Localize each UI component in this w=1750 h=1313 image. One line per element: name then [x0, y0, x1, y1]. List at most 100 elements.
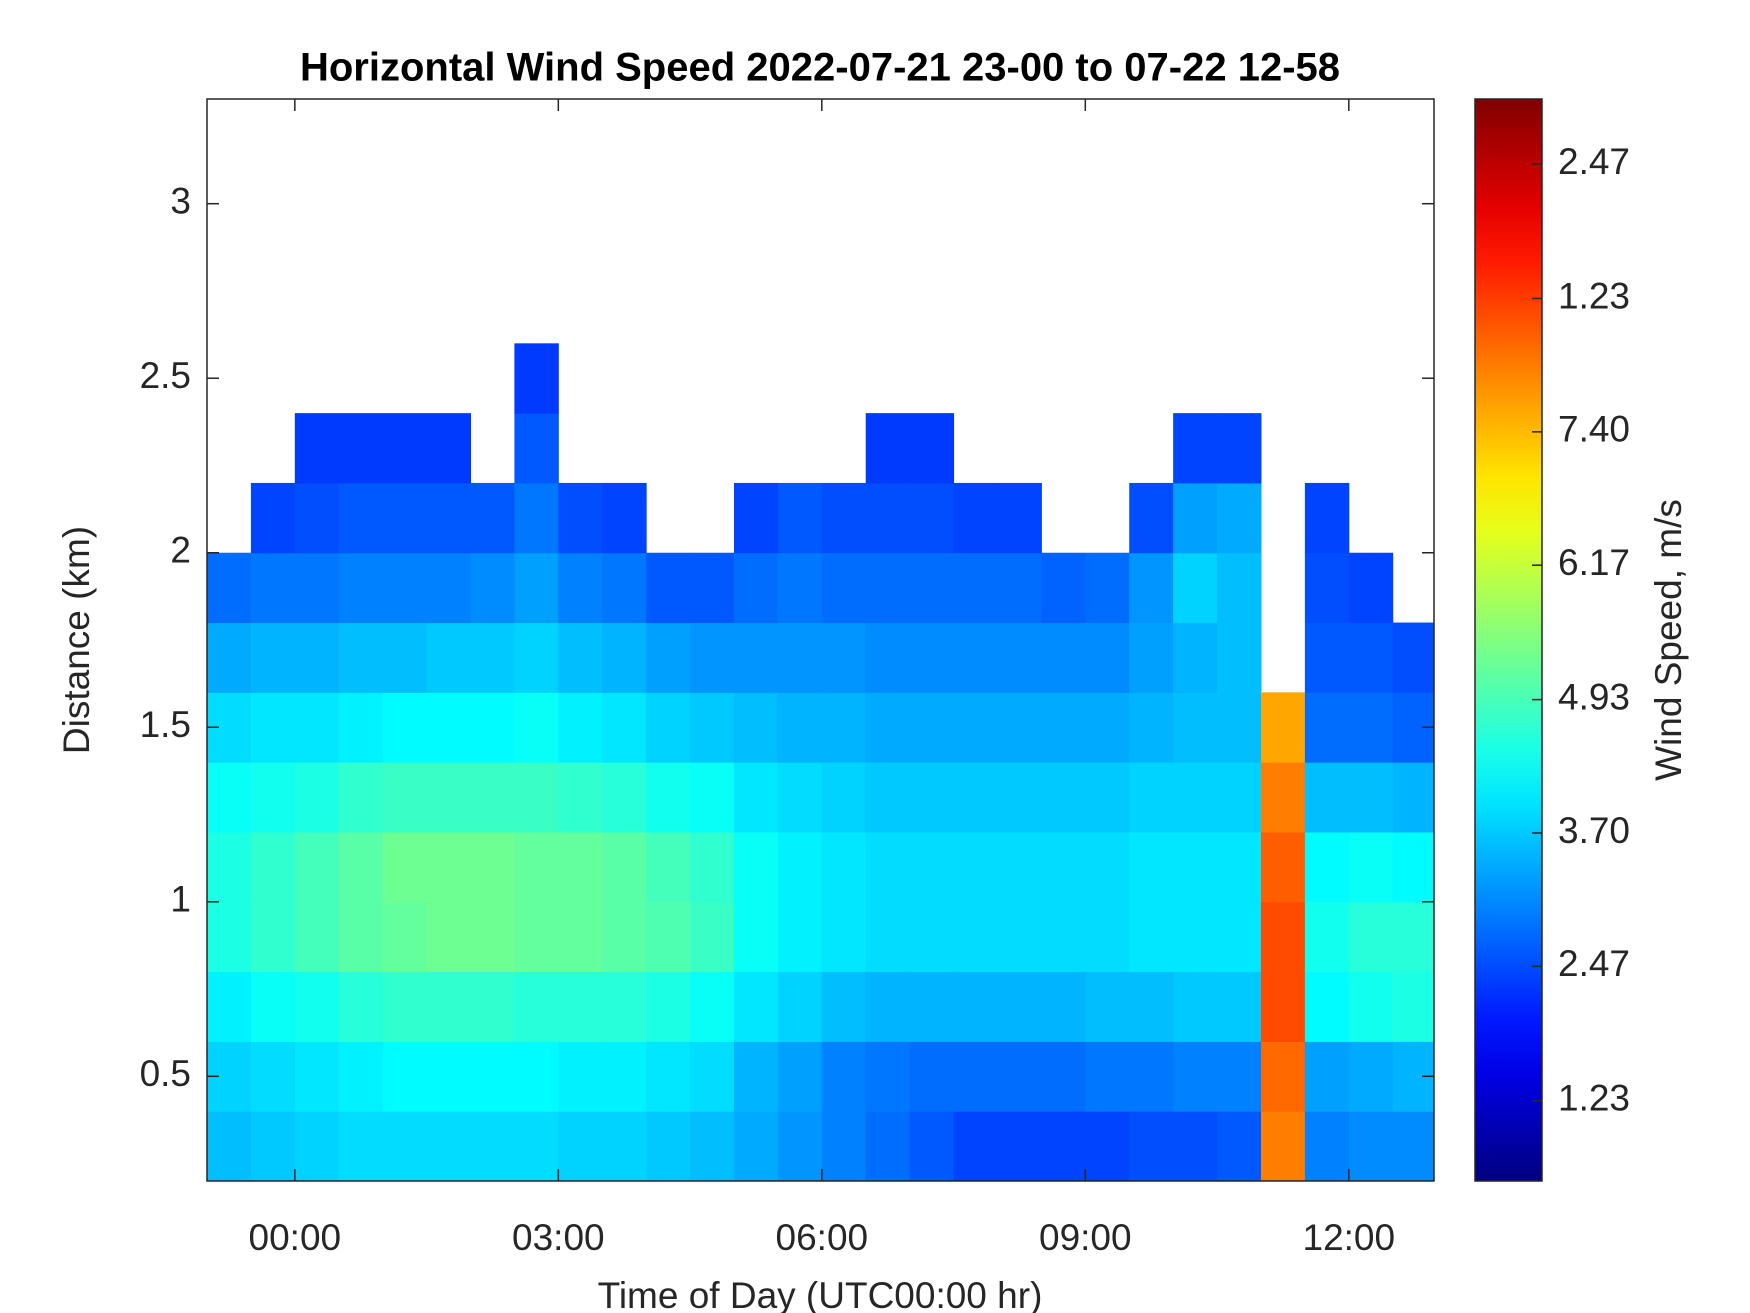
heatmap-cell	[207, 552, 252, 624]
heatmap-cell	[1392, 901, 1434, 973]
heatmap-cell	[514, 482, 559, 554]
heatmap-cell	[865, 622, 911, 693]
heatmap-cell	[1173, 552, 1218, 624]
heatmap-cell	[514, 762, 559, 833]
heatmap-cell	[1129, 692, 1174, 763]
heatmap-cell	[690, 1111, 735, 1181]
heatmap-cell	[1085, 901, 1130, 973]
heatmap-cell	[646, 552, 691, 624]
heatmap-cell	[1041, 831, 1086, 903]
heatmap-cell	[1260, 831, 1306, 903]
heatmap-cell	[997, 901, 1042, 973]
heatmap-cell	[821, 1041, 867, 1112]
heatmap-cell	[953, 1111, 998, 1181]
heatmap-cell	[382, 901, 428, 973]
heatmap-cell	[294, 552, 340, 624]
heatmap-cell	[558, 482, 603, 554]
heatmap-cell	[690, 901, 735, 973]
heatmap-cell	[294, 482, 340, 554]
heatmap-cell	[777, 692, 823, 763]
heatmap-cell	[1304, 971, 1350, 1042]
heatmap-cell	[646, 901, 691, 973]
chart-title: Horizontal Wind Speed 2022-07-21 23-00 t…	[300, 46, 1340, 90]
heatmap-cell	[1304, 552, 1350, 624]
heatmap-cell	[733, 971, 779, 1042]
heatmap-cell	[997, 762, 1042, 833]
heatmap-cell	[338, 762, 384, 833]
heatmap-cell	[1304, 1111, 1350, 1181]
heatmap-cell	[294, 831, 340, 903]
heatmap-cell	[294, 901, 340, 973]
colorbar	[1474, 98, 1543, 1182]
heatmap-cell	[1348, 762, 1394, 833]
heatmap-cell	[1129, 552, 1174, 624]
heatmap-cell	[1129, 762, 1174, 833]
heatmap-cell	[909, 762, 955, 833]
heatmap-cell	[602, 1111, 647, 1181]
heatmap-cell	[514, 1111, 559, 1181]
heatmap-cell	[470, 831, 515, 903]
heatmap-cell	[426, 1041, 471, 1112]
heatmap-cell	[1392, 762, 1434, 833]
heatmap-cell	[690, 831, 735, 903]
heatmap-cell	[733, 552, 779, 624]
heatmap-cell	[821, 482, 867, 554]
heatmap-cell	[690, 762, 735, 833]
heatmap-cell	[426, 762, 471, 833]
heatmap-cell	[602, 482, 647, 554]
heatmap-cell	[1173, 1041, 1218, 1112]
heatmap-cell	[997, 1111, 1042, 1181]
heatmap-cell	[514, 1041, 559, 1112]
heatmap-cell	[1129, 1041, 1174, 1112]
heatmap-cell	[426, 622, 471, 693]
heatmap-cell	[1041, 901, 1086, 973]
heatmap-cell	[997, 971, 1042, 1042]
heatmap-cell	[1260, 901, 1306, 973]
colorbar-tick-label: 7.40	[1558, 409, 1630, 450]
colorbar-tick-label: 6.17	[1558, 542, 1630, 583]
heatmap-cell	[1392, 971, 1434, 1042]
heatmap-cell	[602, 901, 647, 973]
heatmap-cell	[602, 762, 647, 833]
heatmap-cell	[514, 831, 559, 903]
heatmap-cell	[294, 413, 340, 484]
heatmap-cell	[821, 831, 867, 903]
heatmap-cell	[1304, 762, 1350, 833]
y-tick-label: 0.5	[140, 1053, 191, 1094]
heatmap-cell	[1260, 1041, 1306, 1112]
heatmap-cell	[1217, 901, 1262, 973]
heatmap-cell	[382, 971, 428, 1042]
heatmap-cell	[1217, 831, 1262, 903]
heatmap-cell	[733, 1041, 779, 1112]
heatmap-cell	[646, 1111, 691, 1181]
heatmap-cell	[207, 831, 252, 903]
heatmap-cell	[250, 1041, 296, 1112]
heatmap-cell	[1129, 831, 1174, 903]
heatmap-cell	[646, 1041, 691, 1112]
heatmap-cell	[470, 901, 515, 973]
heatmap-cell	[953, 622, 998, 693]
heatmap-cell	[909, 1111, 955, 1181]
heatmap-cell	[207, 762, 252, 833]
heatmap-cell	[602, 831, 647, 903]
x-axis-label: Time of Day (UTC00:00 hr)	[598, 1275, 1043, 1313]
heatmap-cell	[1129, 622, 1174, 693]
heatmap-cell	[865, 1111, 911, 1181]
heatmap-cell	[1173, 692, 1218, 763]
heatmap-cell	[250, 552, 296, 624]
heatmap-cell	[1348, 1041, 1394, 1112]
heatmap-cell	[338, 413, 384, 484]
heatmap-cell	[1348, 622, 1394, 693]
heatmap-cell	[1348, 692, 1394, 763]
heatmap-cell	[558, 552, 603, 624]
heatmap-cell	[558, 1111, 603, 1181]
heatmap-cell	[470, 692, 515, 763]
heatmap-cell	[1348, 552, 1394, 624]
heatmap-cell	[470, 762, 515, 833]
heatmap-cell	[1041, 762, 1086, 833]
heatmap-cell	[250, 971, 296, 1042]
heatmap-cell	[865, 413, 911, 484]
heatmap-cell	[1041, 1041, 1086, 1112]
heatmap-cell	[1217, 552, 1262, 624]
heatmap-cell	[997, 831, 1042, 903]
